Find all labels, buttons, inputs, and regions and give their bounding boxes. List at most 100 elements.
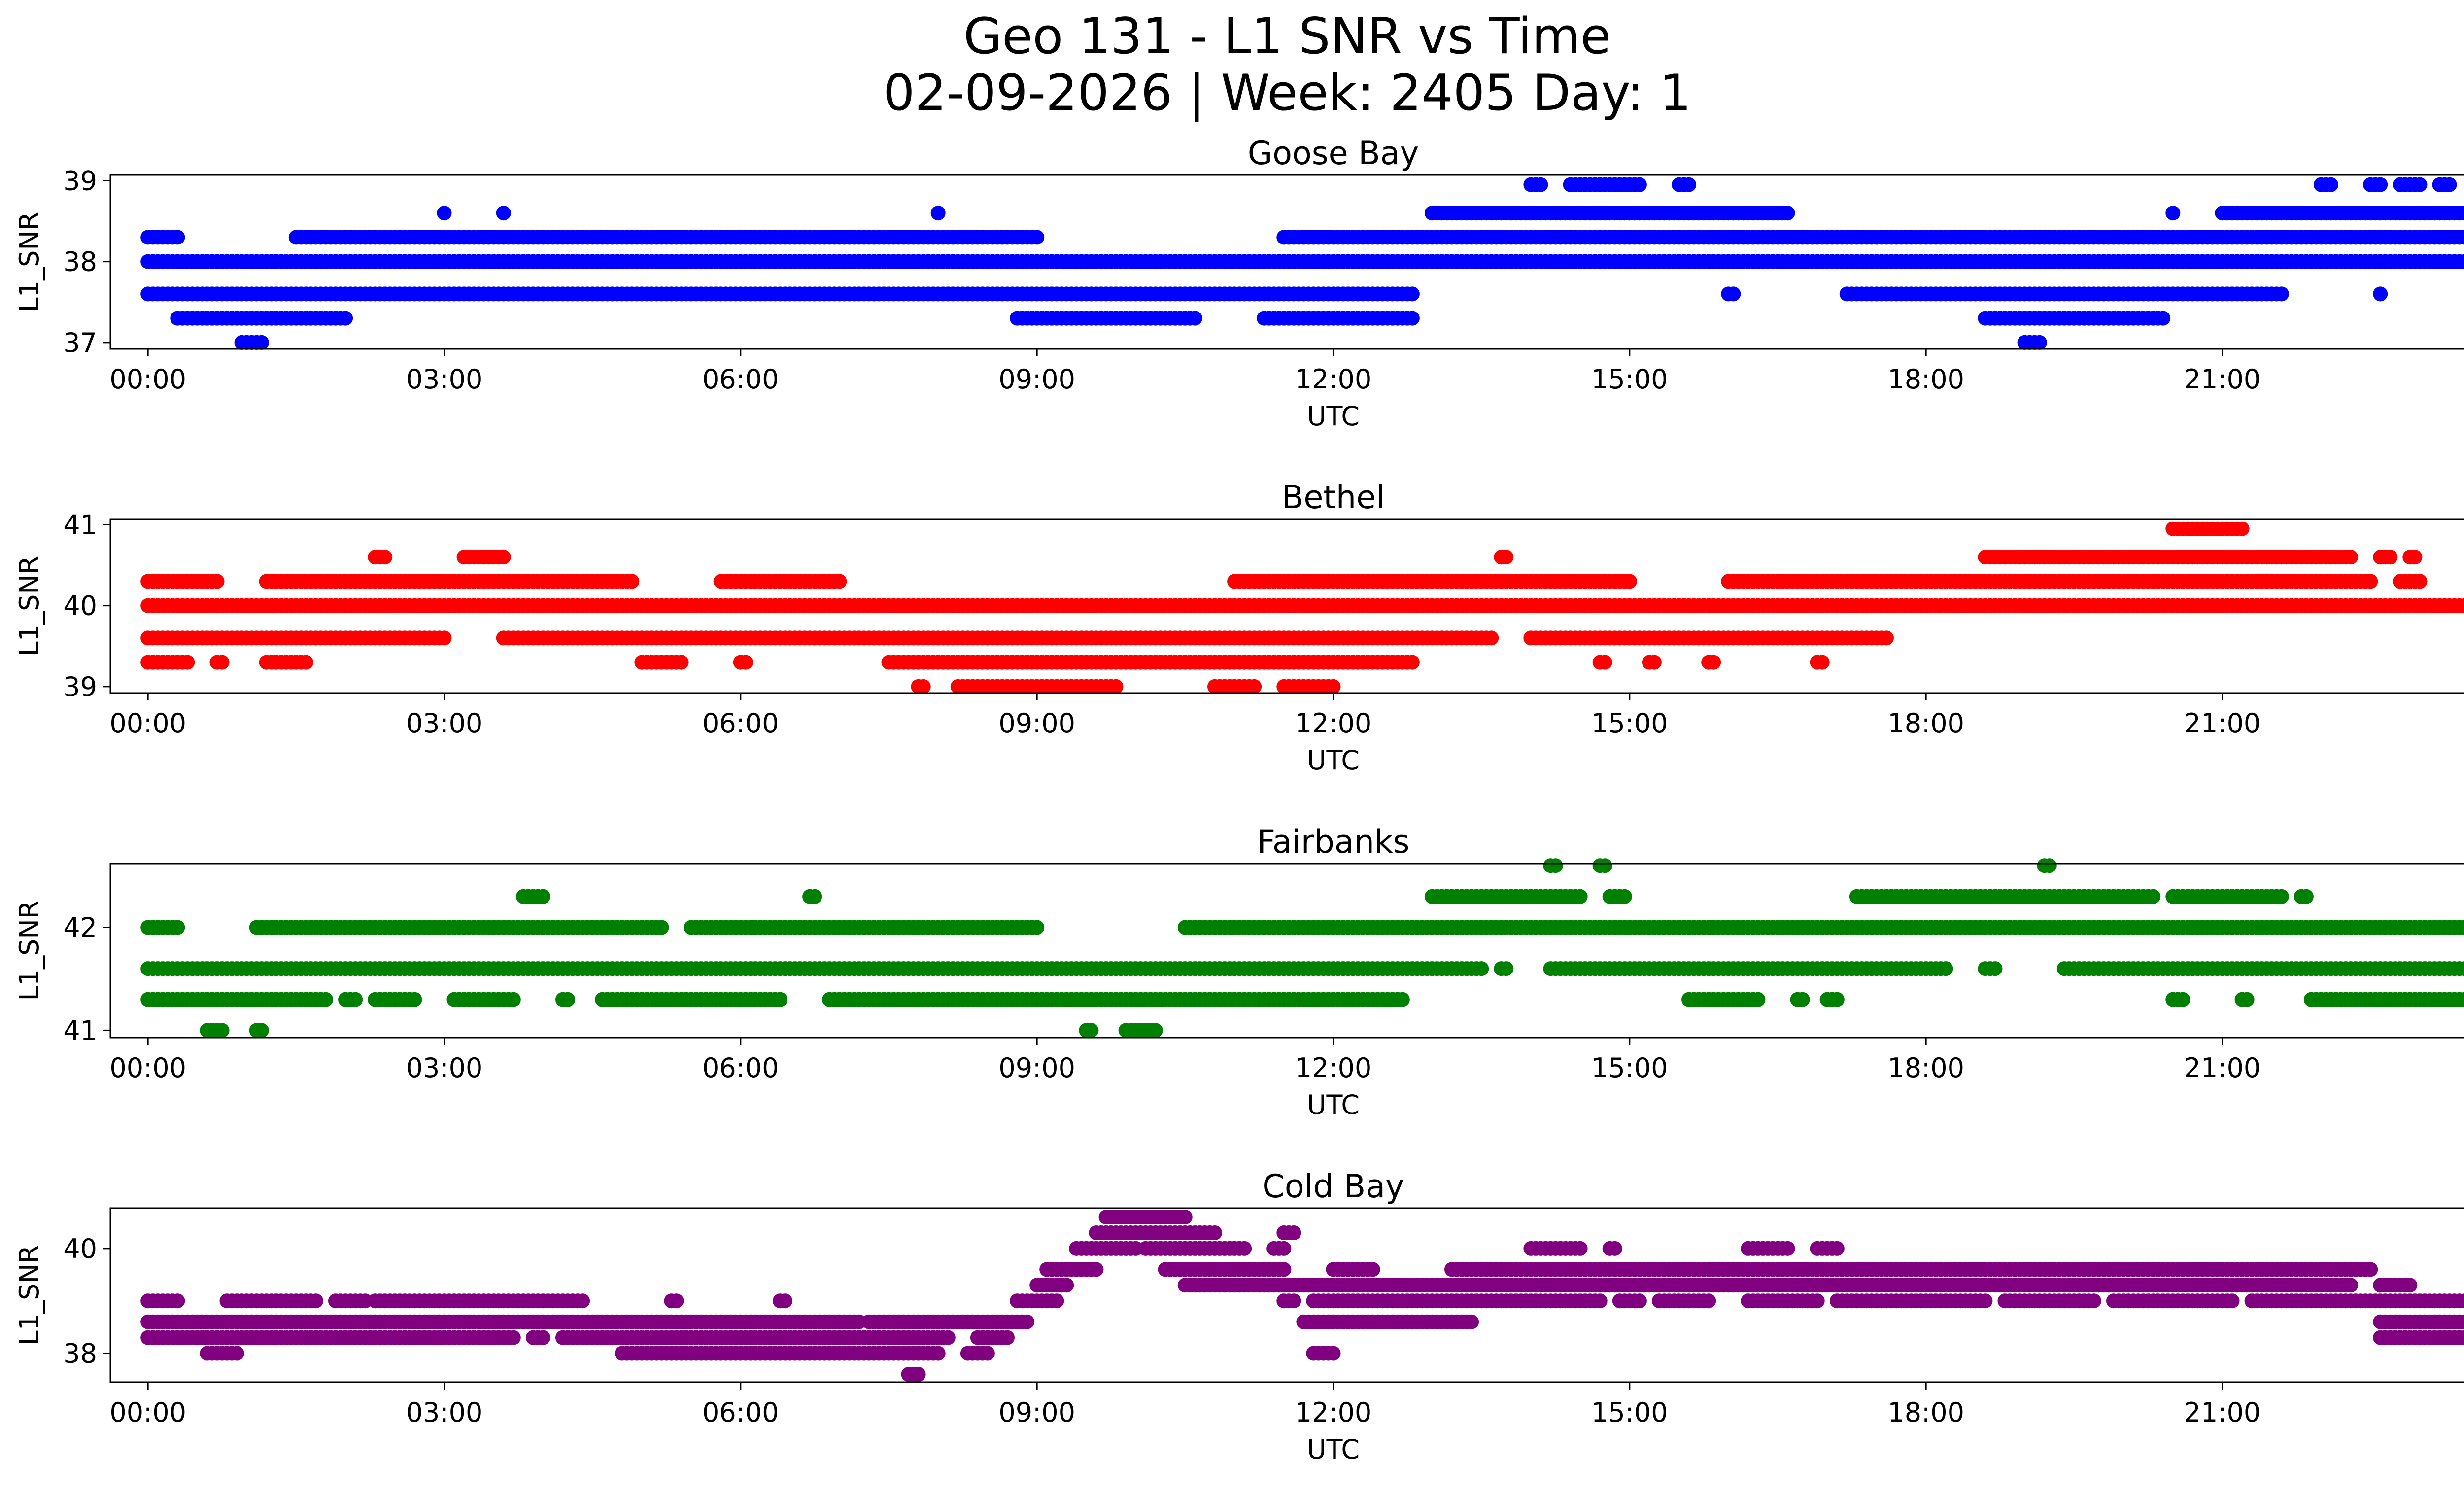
fairbanks-data-point (560, 992, 576, 1007)
fairbanks-data-point (2457, 961, 2464, 976)
goose-bay-title: Goose Bay (1248, 135, 1419, 172)
figure-title-line2: 02-09-2026 | Week: 2405 Day: 1 (883, 64, 1691, 122)
bethel-data-point (2407, 550, 2423, 565)
cold-bay-data-point (2457, 1314, 2464, 1329)
goose-bay-data-point (1404, 311, 1420, 326)
cold-bay-data-point (308, 1293, 323, 1309)
fairbanks-x-tick-label: 15:00 (1591, 1052, 1668, 1083)
fairbanks-data-point (318, 992, 333, 1007)
bethel-data-point (2462, 600, 2464, 611)
fairbanks-data-point (1395, 992, 1410, 1007)
fairbanks-data-point (773, 992, 787, 1007)
fairbanks-data-point (348, 992, 363, 1007)
fairbanks-x-tick-label: 00:00 (109, 1052, 186, 1083)
fairbanks-data-point (2175, 992, 2190, 1007)
bethel-y-tick-label: 40 (63, 591, 97, 622)
bethel-data-point (674, 655, 689, 670)
bethel-x-tick-label: 12:00 (1295, 708, 1372, 739)
cold-bay-data-point (1000, 1330, 1015, 1345)
goose-bay-y-tick-label: 38 (63, 246, 97, 278)
fairbanks-data-point (2239, 992, 2255, 1007)
fairbanks-data-point (1597, 858, 1612, 873)
bethel-data-point (1404, 655, 1420, 670)
fairbanks-data-point (2457, 920, 2464, 935)
goose-bay-data-point (254, 335, 269, 350)
bethel-data-point (1247, 679, 1262, 694)
bethel-data-point (437, 630, 452, 646)
goose-bay-x-tick-label: 09:00 (998, 364, 1075, 395)
cold-bay-data-point (170, 1293, 185, 1309)
cold-bay-data-point (2457, 1330, 2464, 1345)
fairbanks-x-tick-label: 12:00 (1295, 1052, 1372, 1083)
goose-bay-data-point (1780, 206, 1795, 221)
goose-bay-data-point (2457, 230, 2464, 245)
fairbanks-data-point (1084, 1023, 1099, 1038)
cold-bay-title: Cold Bay (1262, 1168, 1404, 1205)
fairbanks-data-point (1829, 992, 1845, 1007)
fairbanks-data-point (2462, 963, 2464, 974)
fairbanks-data-point (1938, 961, 1953, 976)
bethel-data-point (214, 655, 230, 670)
goose-bay-x-axis-label: UTC (1307, 401, 1360, 432)
fairbanks-y-tick-label: 42 (63, 912, 97, 943)
bethel-data-point (624, 574, 640, 589)
goose-bay-data-point (1632, 177, 1647, 192)
fairbanks-x-tick-label: 06:00 (702, 1052, 779, 1083)
bethel-data-point (1646, 655, 1662, 670)
bethel-data-point (377, 550, 393, 565)
bethel-data-point (2457, 598, 2464, 613)
bethel-data-point (1706, 655, 1721, 670)
goose-bay-data-point (2032, 335, 2047, 350)
goose-bay-data-point (2457, 206, 2464, 221)
bethel-data-point (1879, 630, 1894, 646)
goose-bay-data-point (1726, 286, 1741, 302)
goose-bay-x-tick-label: 06:00 (702, 364, 779, 395)
bethel-data-point (298, 655, 313, 670)
bethel-x-tick-label: 15:00 (1591, 708, 1668, 739)
bethel-x-tick-label: 00:00 (109, 708, 186, 739)
fairbanks-data-point (2462, 994, 2464, 1005)
goose-bay-x-tick-label: 00:00 (109, 364, 186, 395)
goose-bay-data-point (2165, 206, 2181, 221)
goose-bay-data-point (1533, 177, 1548, 192)
fairbanks-data-point (2462, 922, 2464, 933)
fairbanks-data-point (214, 1023, 230, 1038)
bethel-data-point (738, 655, 753, 670)
fairbanks-data-point (506, 992, 521, 1007)
goose-bay-data-point (2156, 311, 2171, 326)
fairbanks-data-point (2042, 858, 2057, 873)
fairbanks-x-tick-label: 18:00 (1887, 1052, 1964, 1083)
fairbanks-title: Fairbanks (1257, 824, 1410, 861)
cold-bay-data-point (1286, 1293, 1301, 1309)
goose-bay-data-point (496, 206, 511, 221)
bethel-data-point (1326, 679, 1341, 694)
fairbanks-data-point (535, 889, 550, 904)
goose-bay-data-point (2412, 177, 2428, 192)
goose-bay-data-point (1681, 177, 1697, 192)
goose-bay-x-tick-label: 15:00 (1591, 364, 1668, 395)
bethel-y-tick-label: 39 (63, 671, 97, 702)
cold-bay-data-point (2462, 1317, 2464, 1327)
goose-bay-y-tick-label: 39 (63, 165, 97, 196)
bethel-x-tick-label: 03:00 (406, 708, 483, 739)
fairbanks-series (140, 858, 2464, 1038)
goose-bay-data-point (930, 206, 946, 221)
fairbanks-x-tick-label: 21:00 (2184, 1052, 2261, 1083)
cold-bay-data-point (1049, 1293, 1064, 1309)
cold-bay-data-point (669, 1293, 684, 1309)
goose-bay-data-point (170, 230, 185, 245)
goose-bay-x-tick-label: 21:00 (2184, 364, 2261, 395)
goose-bay-data-point (338, 311, 353, 326)
fairbanks-data-point (1029, 920, 1045, 935)
fairbanks-data-point (807, 889, 822, 904)
fairbanks-data-point (170, 920, 185, 935)
cold-bay-data-point (506, 1330, 521, 1345)
fairbanks-y-axis-label: L1_SNR (14, 901, 45, 1001)
bethel-title: Bethel (1282, 479, 1385, 516)
bethel-y-axis-label: L1_SNR (14, 556, 45, 657)
bethel-data-point (1108, 679, 1124, 694)
bethel-x-tick-label: 18:00 (1887, 708, 1964, 739)
